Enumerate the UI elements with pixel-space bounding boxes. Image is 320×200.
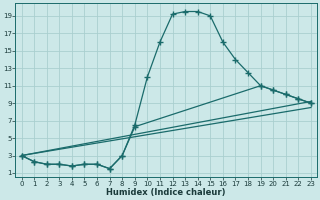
X-axis label: Humidex (Indice chaleur): Humidex (Indice chaleur) bbox=[107, 188, 226, 197]
